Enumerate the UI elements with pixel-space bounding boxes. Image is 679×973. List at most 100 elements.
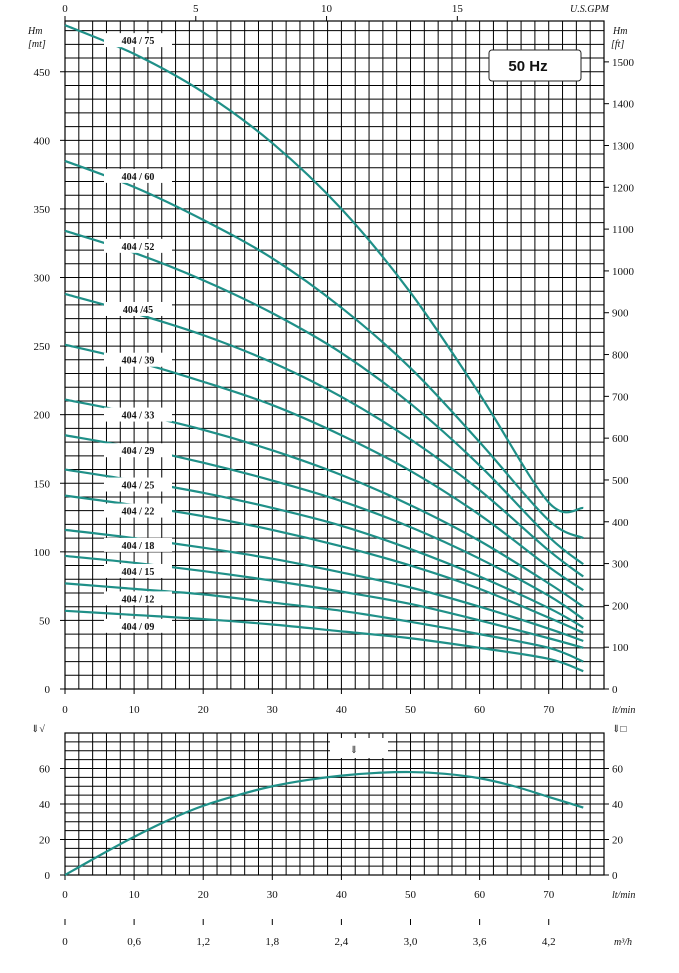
- y-tick-label: 250: [34, 341, 51, 353]
- curve-label: 404 / 18: [122, 541, 155, 552]
- y-tick-label: 20: [39, 835, 51, 847]
- inner-unit-label: ⇓: [350, 745, 358, 756]
- y-tick-label: 60: [39, 764, 51, 776]
- y-tick-label: 150: [34, 478, 51, 490]
- y-tick-label-right: 20: [612, 835, 624, 847]
- y-tick-label: 350: [34, 204, 51, 216]
- bottom-unit-label: lt/min: [612, 705, 635, 716]
- y-tick-label: 100: [34, 547, 51, 559]
- performance-curve: [64, 292, 584, 578]
- ft-tick-label: 300: [612, 559, 629, 571]
- curve-label-bg: [104, 503, 172, 518]
- curve-label-bg: [104, 537, 172, 552]
- y-tick-label-right: 60: [612, 764, 624, 776]
- y-tick-label: 40: [39, 799, 51, 811]
- curve-label-bg: [104, 591, 172, 606]
- ft-tick-label: 700: [612, 391, 629, 403]
- curve-label-bg: [104, 301, 172, 316]
- left-unit-label: [mt]: [28, 39, 46, 50]
- right-unit-label: [ft]: [611, 39, 624, 50]
- curve-label: 404 / 15: [122, 567, 155, 578]
- gpm-tick-label: 10: [321, 3, 333, 15]
- ft-tick-label: 1200: [612, 182, 635, 194]
- m3h-tick-label: 3,6: [473, 936, 487, 948]
- performance-curve: [64, 582, 584, 663]
- x-tick-label: 60: [474, 889, 486, 901]
- curve-label: 404 / 09: [122, 622, 155, 633]
- ft-tick-label: 200: [612, 600, 629, 612]
- performance-curve: [64, 609, 584, 673]
- right-unit-label: Hm: [612, 26, 627, 37]
- curve-label: 404 / 29: [122, 446, 155, 457]
- m3h-tick-label: 4,2: [542, 936, 556, 948]
- y-tick-label: 450: [34, 67, 51, 79]
- ft-tick-label: 0: [612, 684, 618, 696]
- x-tick-label: 40: [336, 704, 348, 716]
- bottom-unit-label-2: m³/h: [614, 937, 632, 948]
- x-tick-label: 40: [336, 889, 348, 901]
- x-tick-label: 60: [474, 704, 486, 716]
- y-tick-label: 200: [34, 410, 51, 422]
- performance-curve: [64, 229, 584, 566]
- y-tick-label-right: 0: [612, 870, 618, 882]
- y-tick-label: 300: [34, 273, 51, 285]
- x-tick-label: 20: [198, 889, 210, 901]
- m3h-tick-label: 1,2: [196, 936, 210, 948]
- x-tick-label: 10: [129, 704, 141, 716]
- frequency-badge-label: 50 Hz: [508, 58, 547, 75]
- ft-tick-label: 500: [612, 475, 629, 487]
- top-unit-label: U.S.GPM: [570, 4, 610, 15]
- y-tick-label: 50: [39, 615, 51, 627]
- ft-tick-label: 100: [612, 642, 629, 654]
- ft-tick-label: 900: [612, 308, 629, 320]
- ft-tick-label: 1000: [612, 266, 635, 278]
- x-tick-label: 0: [62, 889, 68, 901]
- performance-curve: [64, 24, 584, 514]
- curve-label-bg: [104, 618, 172, 633]
- performance-curve: [64, 343, 584, 592]
- frequency-badge: [488, 49, 582, 82]
- x-tick-label: 0: [62, 704, 68, 716]
- ft-tick-label: 400: [612, 517, 629, 529]
- ft-tick-label: 600: [612, 433, 629, 445]
- ft-tick-label: 1500: [612, 57, 635, 69]
- curve-label-bg: [104, 33, 172, 48]
- m3h-tick-label: 1,8: [265, 936, 279, 948]
- efficiency-curve: [64, 770, 584, 876]
- y-tick-label-right: 40: [612, 799, 624, 811]
- m3h-tick-label: 0,6: [127, 936, 141, 948]
- y-tick-label: 0: [45, 870, 51, 882]
- y-tick-label: 400: [34, 135, 51, 147]
- gpm-tick-label: 5: [193, 3, 199, 15]
- curve-label: 404 / 39: [122, 356, 155, 367]
- curve-label: 404 /45: [123, 305, 153, 316]
- m3h-tick-label: 2,4: [335, 936, 349, 948]
- m3h-tick-label: 0: [62, 936, 68, 948]
- curve-label-bg: [104, 477, 172, 492]
- ft-tick-label: 1100: [612, 224, 634, 236]
- left-unit-label: Hm: [27, 26, 42, 37]
- curve-label: 404 / 25: [122, 481, 155, 492]
- right-unit-label: ⇓□: [612, 724, 626, 735]
- m3h-tick-label: 3,0: [404, 936, 418, 948]
- x-tick-label: 70: [543, 889, 555, 901]
- curve-label-bg: [104, 238, 172, 253]
- gpm-tick-label: 0: [62, 3, 68, 15]
- curve-label-bg: [104, 443, 172, 458]
- bottom-unit-label: lt/min: [612, 890, 635, 901]
- x-tick-label: 10: [129, 889, 141, 901]
- curve-label-bg: [104, 563, 172, 578]
- curve-label-bg: [104, 407, 172, 422]
- y-tick-label: 0: [45, 684, 51, 696]
- gpm-tick-label: 15: [452, 3, 464, 15]
- x-tick-label: 70: [543, 704, 555, 716]
- curve-label: 404 / 60: [122, 172, 155, 183]
- curve-label: 404 / 52: [122, 242, 155, 253]
- curve-label-bg: [104, 352, 172, 367]
- x-tick-label: 50: [405, 889, 417, 901]
- left-unit-label: ⇓√: [31, 724, 45, 735]
- ft-tick-label: 1300: [612, 140, 635, 152]
- ft-tick-label: 800: [612, 350, 629, 362]
